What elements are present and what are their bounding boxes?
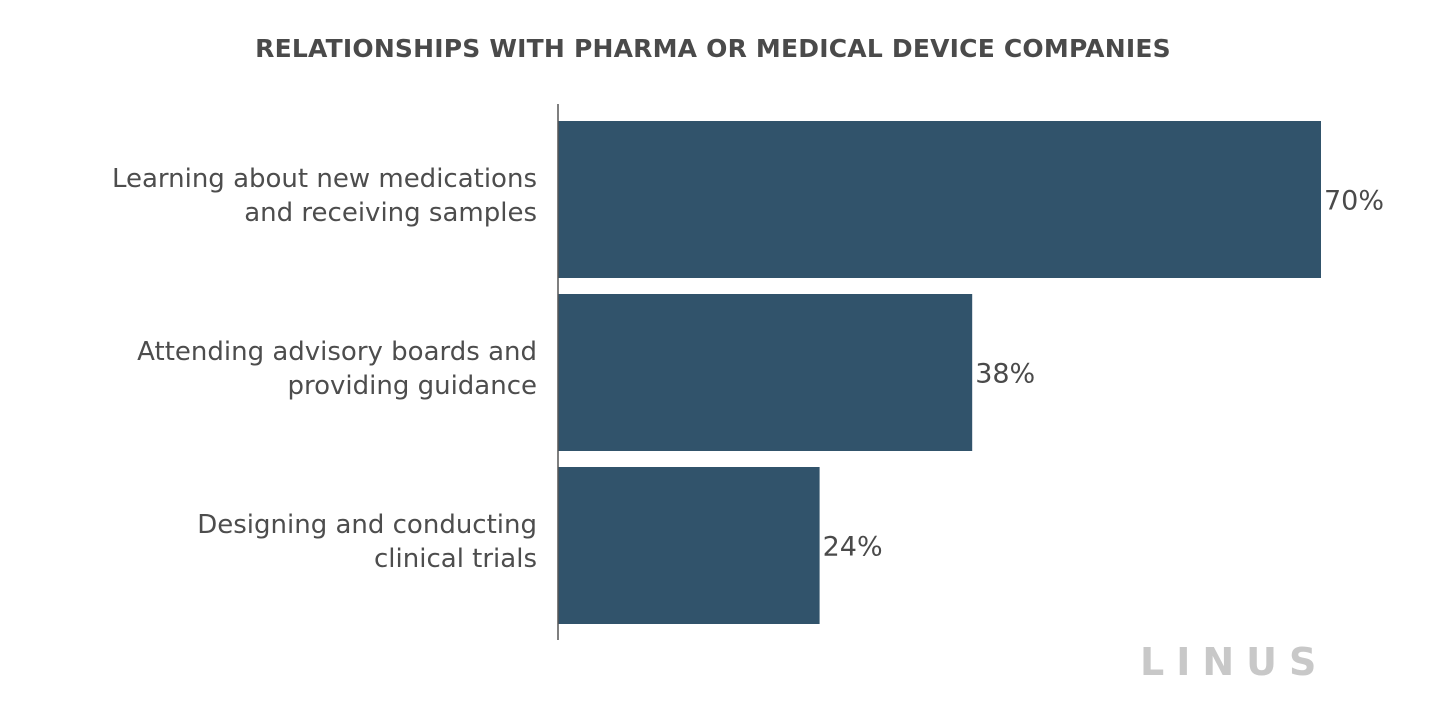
bar-1: [558, 121, 1321, 278]
bar-3: [558, 467, 820, 624]
category-label-line: Attending advisory boards and: [137, 336, 537, 367]
chart-title: RELATIONSHIPS WITH PHARMA OR MEDICAL DEV…: [255, 34, 1171, 63]
category-label-line: clinical trials: [374, 543, 537, 574]
category-label-1: Learning about new medications and receiv…: [17, 162, 537, 230]
category-label-line: Designing and conducting: [197, 509, 537, 540]
bar-2: [558, 294, 973, 451]
value-label-2: 38%: [975, 359, 1035, 390]
category-label-3: Designing and conducting clinical trials: [17, 508, 537, 576]
value-label-3: 24%: [823, 532, 883, 563]
category-label-2: Attending advisory boards and providing g…: [17, 335, 537, 403]
value-label-1: 70%: [1324, 186, 1384, 217]
linus-logo: LINUS: [1140, 640, 1329, 684]
category-label-line: Learning about new medications: [111, 163, 537, 194]
category-label-line: and receiving samples: [244, 197, 537, 228]
category-label-line: providing guidance: [287, 370, 537, 401]
